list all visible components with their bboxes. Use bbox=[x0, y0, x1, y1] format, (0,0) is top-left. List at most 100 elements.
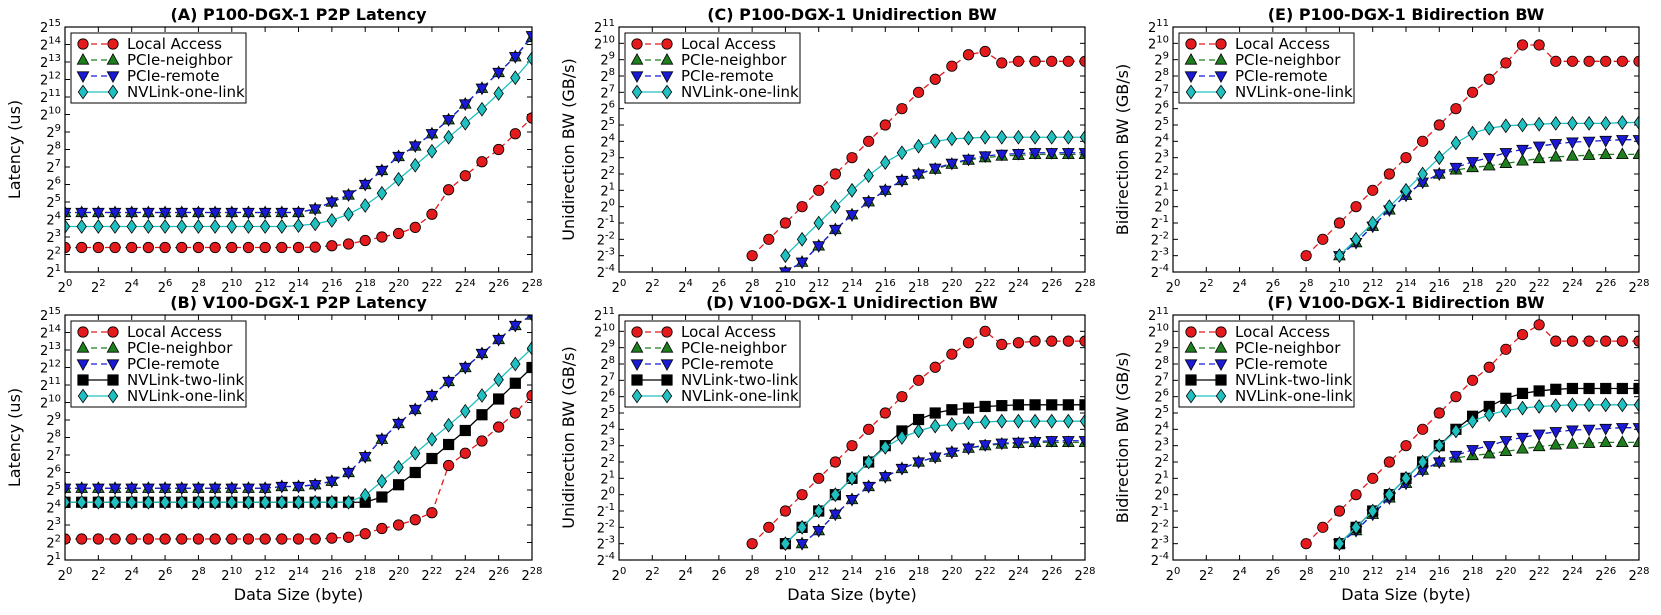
data-point bbox=[1012, 55, 1025, 67]
x-tick-label: 210 bbox=[221, 566, 242, 584]
plot-frame bbox=[1172, 314, 1640, 561]
plot-frame bbox=[618, 314, 1086, 561]
data-point bbox=[1317, 233, 1329, 245]
data-point bbox=[945, 447, 959, 460]
y-tick-label: 213 bbox=[40, 341, 61, 359]
data-point bbox=[912, 86, 925, 98]
data-point bbox=[142, 533, 154, 545]
data-point bbox=[192, 207, 205, 220]
data-point bbox=[426, 431, 438, 447]
legend-label-pcie-neighbor: PCIe-neighbor bbox=[1235, 339, 1341, 357]
y-tick-label: 23 bbox=[600, 437, 615, 455]
data-point bbox=[426, 507, 438, 519]
legend-label-nvlink-one-link: NVLink-one-link bbox=[1235, 387, 1353, 405]
data-point bbox=[846, 470, 858, 486]
x-axis-label: Data Size (byte) bbox=[1341, 585, 1470, 604]
plot-frame bbox=[64, 26, 533, 273]
data-point bbox=[76, 494, 87, 510]
data-point bbox=[143, 494, 154, 510]
data-point bbox=[258, 483, 272, 496]
y-tick-label: 22 bbox=[46, 246, 61, 264]
data-point bbox=[1599, 423, 1613, 436]
data-point bbox=[142, 483, 155, 496]
data-point bbox=[192, 483, 205, 496]
x-tick-label: 212 bbox=[1362, 278, 1383, 296]
legend-label-nvlink-one-link: NVLink-one-link bbox=[127, 83, 245, 101]
data-point bbox=[208, 207, 222, 220]
legend-marker bbox=[631, 326, 643, 338]
data-point bbox=[443, 129, 454, 145]
data-point bbox=[360, 198, 371, 213]
x-tick-label: 222 bbox=[1529, 566, 1550, 584]
data-point bbox=[1499, 436, 1513, 448]
data-point bbox=[409, 514, 421, 526]
y-tick-label: 26 bbox=[600, 388, 615, 406]
data-point bbox=[913, 423, 924, 439]
legend-label-nvlink-two-link: NVLink-two-link bbox=[681, 371, 798, 389]
series-local-access bbox=[1300, 319, 1639, 550]
data-point bbox=[1028, 436, 1042, 449]
legend-marker bbox=[630, 359, 644, 372]
y-tick-label: 212 bbox=[40, 359, 61, 377]
y-tick-label: 22 bbox=[46, 534, 61, 552]
data-point bbox=[1550, 398, 1561, 414]
x-tick-label: 20 bbox=[58, 566, 73, 584]
data-point bbox=[509, 377, 521, 389]
data-point bbox=[996, 129, 1007, 145]
data-point bbox=[176, 533, 188, 545]
data-point bbox=[326, 212, 338, 228]
x-tick-label: 26 bbox=[1266, 566, 1281, 584]
legend-marker bbox=[1214, 71, 1228, 84]
data-point bbox=[392, 151, 405, 164]
series-nvlink-one-link bbox=[780, 413, 1085, 552]
legend: Local AccessPCIe-neighborPCIe-remoteNVLi… bbox=[70, 32, 247, 104]
data-point bbox=[92, 241, 104, 254]
data-point bbox=[65, 241, 71, 254]
data-point bbox=[779, 217, 792, 229]
data-point bbox=[1567, 397, 1578, 413]
data-point bbox=[359, 234, 371, 247]
data-point bbox=[962, 443, 975, 456]
data-point bbox=[1417, 166, 1428, 182]
legend-label-nvlink-two-link: NVLink-two-link bbox=[127, 371, 244, 389]
data-point bbox=[1566, 137, 1579, 150]
data-point bbox=[109, 533, 121, 545]
y-tick-label: 25 bbox=[600, 404, 615, 422]
data-point bbox=[375, 165, 389, 178]
series-line bbox=[65, 395, 532, 540]
data-point bbox=[91, 207, 105, 220]
y-tick-label: 2-3 bbox=[597, 247, 615, 265]
data-point bbox=[1046, 399, 1058, 411]
data-point bbox=[292, 241, 305, 254]
plot-frame bbox=[1172, 26, 1640, 273]
data-point bbox=[65, 207, 72, 220]
legend-marker bbox=[631, 374, 643, 386]
data-point bbox=[928, 163, 942, 176]
chart-e: (E) P100-DGX-1 Bidirection BW Bidirection… bbox=[1113, 5, 1650, 296]
data-point bbox=[746, 250, 758, 262]
data-point bbox=[408, 141, 422, 154]
y-tick-label: 23 bbox=[46, 516, 61, 534]
data-point bbox=[1599, 135, 1613, 148]
x-tick-label: 216 bbox=[321, 566, 342, 584]
data-point bbox=[76, 241, 88, 254]
data-point bbox=[342, 531, 355, 543]
y-tick-label: 21 bbox=[46, 551, 61, 569]
x-tick-label: 20 bbox=[612, 566, 627, 584]
x-axis-label: Data Size (byte) bbox=[787, 585, 916, 604]
legend-label-pcie-remote: PCIe-remote bbox=[127, 67, 220, 85]
y-tick-label: 23 bbox=[600, 149, 615, 167]
data-point bbox=[1484, 120, 1495, 136]
x-tick-label: 224 bbox=[455, 566, 476, 584]
data-point bbox=[1432, 169, 1446, 182]
y-tick-label: 27 bbox=[46, 158, 61, 176]
y-tick-label: 22 bbox=[600, 165, 615, 183]
legend-marker bbox=[661, 374, 673, 386]
data-point bbox=[913, 138, 924, 154]
x-tick-label: 220 bbox=[941, 278, 962, 296]
data-point bbox=[963, 415, 974, 431]
data-point bbox=[1046, 335, 1058, 347]
data-point bbox=[946, 417, 958, 432]
data-point bbox=[1532, 151, 1546, 164]
data-point bbox=[1467, 125, 1478, 141]
